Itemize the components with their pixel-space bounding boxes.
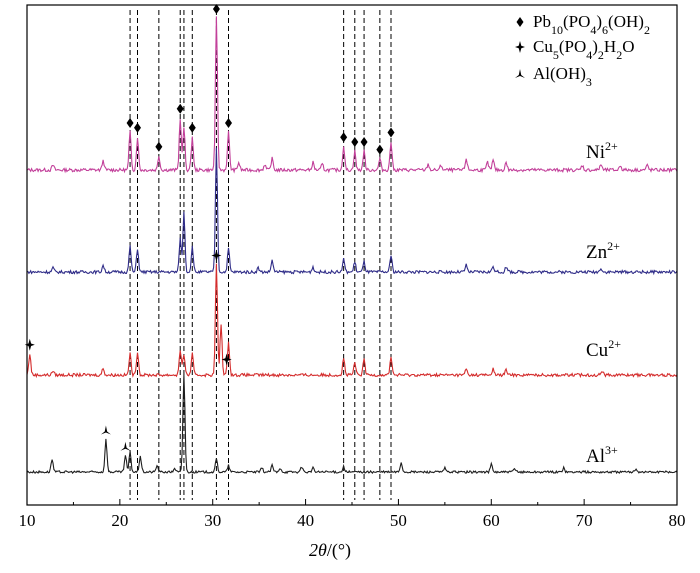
peak-marker-diamond-4 — [188, 122, 196, 133]
peak-marker-three-point-star-1 — [120, 441, 131, 451]
peak-marker-three-point-star-0 — [100, 425, 111, 435]
series-line-cu — [26, 263, 678, 379]
legend-symbol-three-point-star — [515, 69, 525, 78]
legend-symbol-diamond — [516, 17, 524, 27]
series-group: Ni2+ Zn2+ Cu2+ Al3+ — [26, 16, 678, 475]
x-axis-title: 2θ/(°) — [309, 540, 351, 561]
peak-marker-diamond-10 — [376, 144, 384, 155]
peak-marker-diamond-0 — [126, 118, 134, 128]
legend-label-1: Cu5(PO4)2H2O — [533, 37, 634, 62]
peak-marker-diamond-8 — [351, 137, 359, 147]
x-tick-label-40: 40 — [297, 511, 314, 530]
reference-lines — [129, 10, 392, 500]
x-tick-label-30: 30 — [204, 511, 221, 530]
peak-markers — [24, 4, 395, 451]
peak-marker-diamond-7 — [340, 132, 348, 143]
x-tick-label-80: 80 — [669, 511, 686, 530]
peak-marker-four-point-star-0 — [24, 338, 35, 351]
x-tick-label-70: 70 — [576, 511, 593, 530]
peak-marker-diamond-5 — [212, 4, 220, 14]
peak-marker-diamond-2 — [155, 141, 163, 152]
peak-marker-four-point-star-1 — [211, 249, 222, 262]
peak-marker-diamond-6 — [225, 118, 232, 128]
peak-marker-diamond-11 — [387, 127, 395, 138]
x-axis-title-unit: /(°) — [327, 540, 351, 561]
series-line-ni — [26, 16, 678, 174]
series-line-al — [26, 374, 678, 475]
peak-marker-diamond-1 — [134, 122, 141, 133]
x-tick-label-50: 50 — [390, 511, 407, 530]
x-tick-label-60: 60 — [483, 511, 500, 530]
series-label-al: Al3+ — [586, 443, 618, 467]
legend-symbol-four-point-star — [515, 41, 525, 53]
axes: 10 20 30 40 50 60 70 80 — [19, 4, 686, 530]
x-tick-label-10: 10 — [19, 511, 36, 530]
legend-label-0: Pb10(PO4)6(OH)2 — [533, 12, 650, 37]
x-tick-label-20: 20 — [111, 511, 128, 530]
series-label-ni: Ni2+ — [586, 139, 618, 163]
series-label-zn: Zn2+ — [586, 239, 620, 263]
series-label-cu: Cu2+ — [586, 337, 621, 361]
peak-marker-diamond-3 — [176, 103, 184, 114]
peak-marker-diamond-9 — [360, 137, 368, 147]
series-line-zn — [26, 147, 678, 276]
x-axis-title-var: 2θ — [309, 540, 327, 560]
peak-marker-four-point-star-2 — [221, 353, 232, 366]
legend-label-2: Al(OH)3 — [533, 64, 592, 89]
